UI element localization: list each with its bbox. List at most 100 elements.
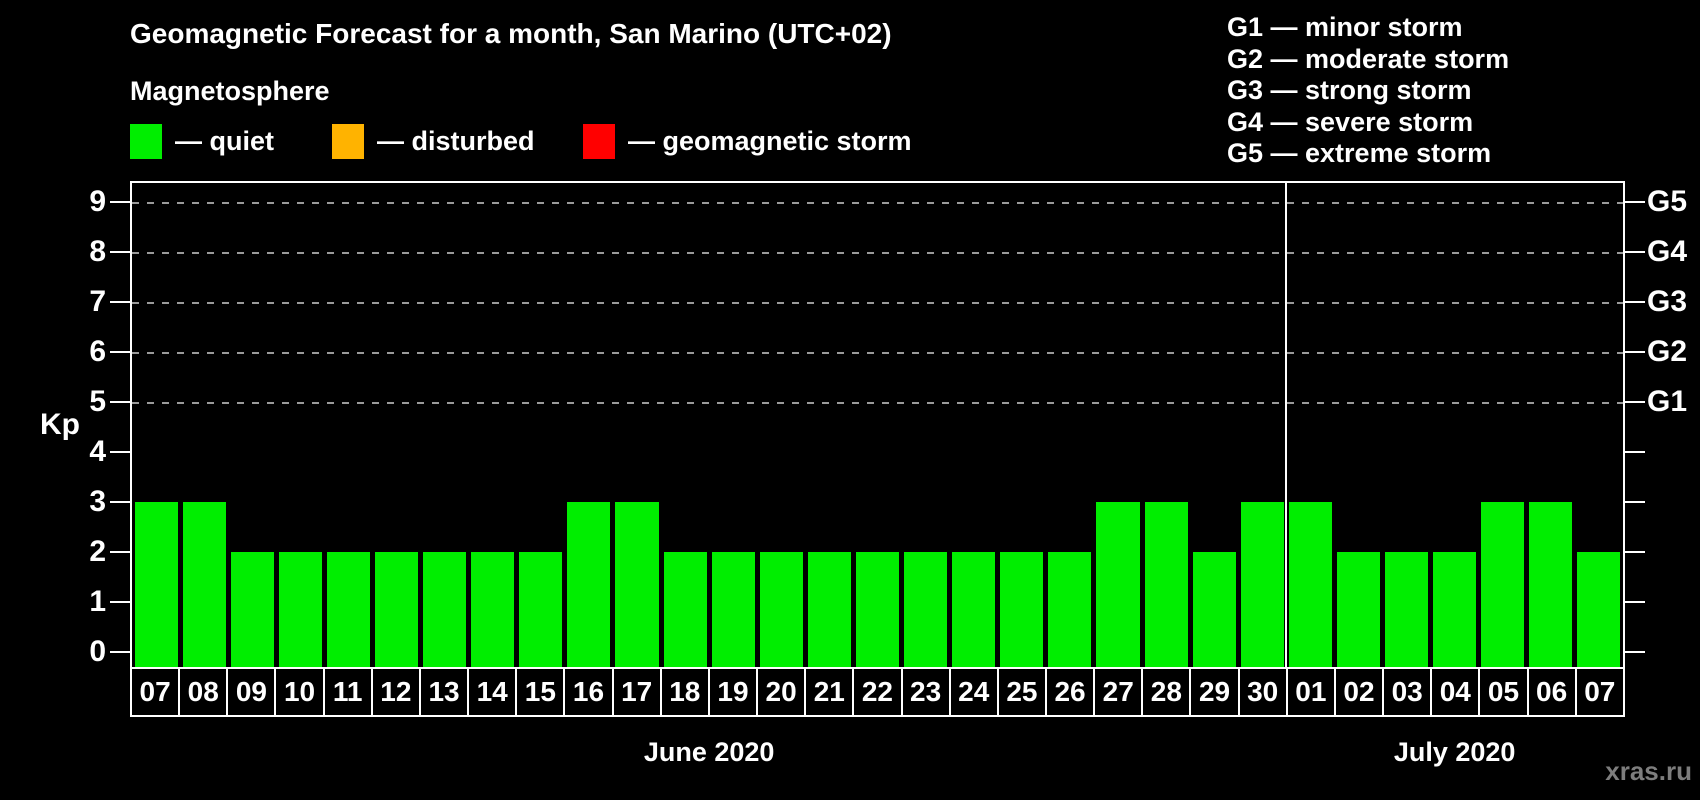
kp-bar-june-11 <box>326 552 370 667</box>
y-axis-tick-left-4 <box>110 451 130 453</box>
day-label-july-06: 06 <box>1526 667 1577 717</box>
y-axis-tick-left-5 <box>110 401 130 403</box>
kp-bar-june-12 <box>374 552 419 667</box>
y-axis-tick-left-9 <box>110 201 130 203</box>
gridline-kp5 <box>132 402 1623 404</box>
storm-color-swatch <box>583 123 615 159</box>
kp-bar-june-23 <box>904 552 948 667</box>
day-label-july-02: 02 <box>1333 667 1385 717</box>
y-axis-tick-label-5: 5 <box>89 385 106 418</box>
y-axis-tick-left-0 <box>110 651 130 653</box>
page-title: Geomagnetic Forecast for a month, San Ma… <box>130 18 892 49</box>
day-label-june-11: 11 <box>322 667 373 717</box>
y-axis-tick-right-1 <box>1625 601 1645 603</box>
right-axis-label-g1: G1 <box>1647 385 1688 418</box>
day-label-june-09: 09 <box>226 667 277 717</box>
legend-item-storm: — geomagnetic storm <box>583 122 912 160</box>
kp-bar-june-08 <box>182 502 226 667</box>
kp-bar-july-07 <box>1577 552 1621 667</box>
y-axis-tick-right-0 <box>1625 651 1645 653</box>
day-label-june-14: 14 <box>467 667 518 717</box>
day-label-july-01: 01 <box>1285 667 1336 717</box>
right-axis-label-g4: G4 <box>1647 235 1688 268</box>
day-label-june-22: 22 <box>852 667 903 717</box>
day-label-june-13: 13 <box>418 667 470 717</box>
day-label-june-19: 19 <box>707 667 759 717</box>
kp-bar-june-21 <box>807 552 851 667</box>
storm-scale-line-1: G1 — minor storm <box>1227 12 1463 42</box>
day-label-june-07: 07 <box>130 667 181 717</box>
kp-bar-june-22 <box>855 552 900 667</box>
storm-scale-line-3: G3 — strong storm <box>1227 75 1472 105</box>
kp-bar-july-05 <box>1481 502 1525 667</box>
y-axis-tick-right-2 <box>1625 551 1645 553</box>
kp-bar-june-13 <box>423 552 467 667</box>
magnetosphere-legend: — quiet — disturbed — geomagnetic storm <box>0 122 1100 160</box>
gridline-kp6 <box>132 352 1623 354</box>
kp-bar-june-16 <box>567 502 611 667</box>
y-axis-tick-label-9: 9 <box>89 185 106 218</box>
kp-bar-july-02 <box>1336 552 1380 667</box>
kp-bar-july-03 <box>1385 552 1429 667</box>
kp-bar-june-20 <box>759 552 803 667</box>
storm-scale-line-2: G2 — moderate storm <box>1227 43 1510 74</box>
storm-scale-line-5: G5 — extreme storm <box>1227 138 1492 168</box>
y-axis-tick-label-6: 6 <box>89 335 106 368</box>
legend-item-quiet: — quiet <box>130 122 274 160</box>
month-divider <box>1285 183 1288 667</box>
day-label-july-05: 05 <box>1478 667 1529 717</box>
y-axis-tick-left-1 <box>110 601 130 603</box>
kp-bar-june-07 <box>134 502 178 667</box>
day-label-june-18: 18 <box>659 667 710 717</box>
kp-bar-june-17 <box>615 502 659 667</box>
y-axis-label: Kp <box>40 408 80 441</box>
quiet-color-swatch <box>130 123 162 159</box>
day-label-june-24: 24 <box>948 667 999 717</box>
day-label-june-27: 27 <box>1093 667 1144 717</box>
day-label-june-25: 25 <box>996 667 1047 717</box>
day-label-june-29: 29 <box>1189 667 1240 717</box>
y-axis-tick-right-9 <box>1625 201 1645 203</box>
kp-bar-june-27 <box>1096 502 1140 667</box>
y-axis-tick-label-8: 8 <box>89 235 106 268</box>
day-label-june-16: 16 <box>563 667 614 717</box>
kp-bar-june-28 <box>1144 502 1188 667</box>
month-label-july: July 2020 <box>1393 737 1516 767</box>
storm-scale-line-4: G4 — severe storm <box>1227 106 1474 137</box>
day-label-june-30: 30 <box>1237 667 1288 717</box>
kp-bar-june-24 <box>952 552 996 667</box>
storm-scale-legend: G1 — minor storm G2 — moderate storm G3 — … <box>1227 12 1509 170</box>
kp-bar-june-14 <box>471 552 515 667</box>
y-axis-tick-right-8 <box>1625 251 1645 253</box>
y-axis-tick-right-6 <box>1625 351 1645 353</box>
day-label-june-28: 28 <box>1141 667 1192 717</box>
kp-bar-july-04 <box>1433 552 1477 667</box>
kp-bar-june-30 <box>1240 502 1284 667</box>
day-label-june-20: 20 <box>756 667 807 717</box>
right-axis-label-g2: G2 <box>1647 335 1688 368</box>
y-axis-tick-label-3: 3 <box>89 485 106 518</box>
right-axis-label-g5: G5 <box>1647 185 1688 218</box>
legend-label-storm: — geomagnetic storm <box>628 125 912 156</box>
gridline-kp9 <box>132 202 1623 204</box>
kp-bar-june-25 <box>1000 552 1044 667</box>
y-axis-tick-label-0: 0 <box>89 635 106 668</box>
day-label-june-23: 23 <box>900 667 951 717</box>
kp-bar-june-15 <box>519 552 563 667</box>
day-label-june-10: 10 <box>274 667 325 717</box>
legend-label-disturbed: — disturbed <box>377 125 535 156</box>
day-label-june-17: 17 <box>611 667 662 717</box>
day-label-june-12: 12 <box>370 667 421 717</box>
y-axis-tick-left-8 <box>110 251 130 253</box>
kp-bar-june-09 <box>230 552 274 667</box>
kp-bar-july-01 <box>1288 502 1332 667</box>
right-axis-label-g3: G3 <box>1647 285 1688 318</box>
kp-bar-june-18 <box>663 552 707 667</box>
day-label-july-07: 07 <box>1574 667 1625 717</box>
y-axis-tick-label-2: 2 <box>89 535 106 568</box>
day-label-june-08: 08 <box>178 667 229 717</box>
plot-area: 0 1 2 3 4 5 6 7 8 9 G1 G2 G3 G4 G5 <box>89 181 1687 669</box>
y-axis-tick-label-4: 4 <box>89 435 106 468</box>
y-axis-tick-left-6 <box>110 351 130 353</box>
y-axis-tick-right-3 <box>1625 501 1645 503</box>
